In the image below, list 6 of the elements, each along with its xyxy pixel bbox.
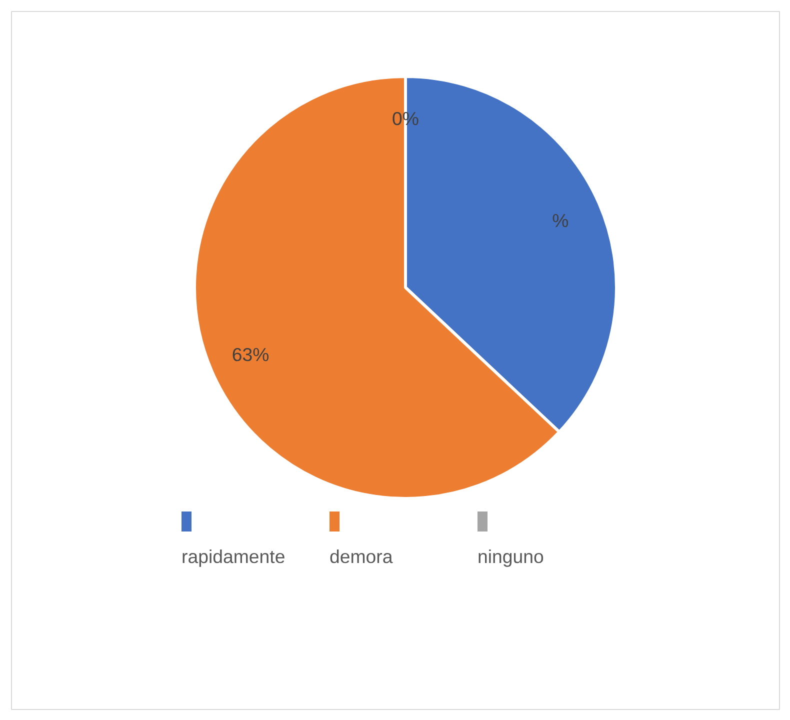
legend-label: demora — [330, 546, 394, 567]
legend-label: rapidamente — [182, 546, 286, 567]
text: 0% — [392, 108, 419, 130]
data-label: % — [552, 210, 569, 231]
data-label: 63% — [232, 344, 270, 366]
legend-label: ninguno — [478, 546, 544, 567]
